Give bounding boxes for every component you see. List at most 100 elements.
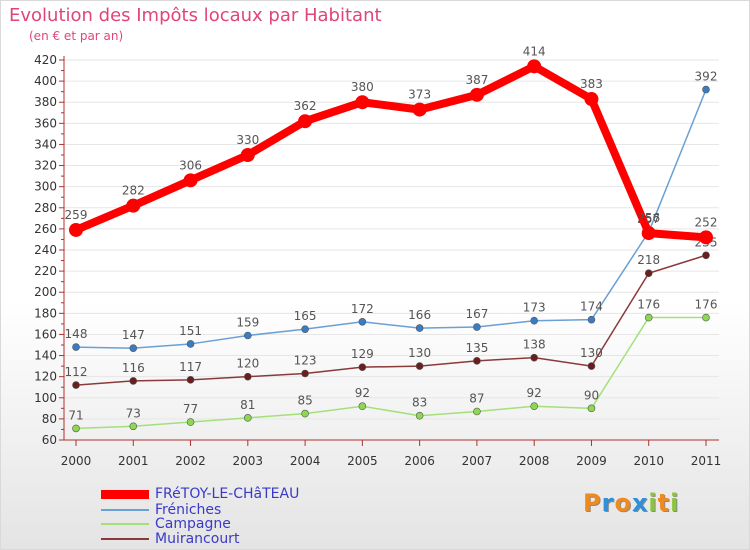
y-tick-label: 420 xyxy=(34,53,57,67)
series-line-fr-toy-le-ch-teau xyxy=(72,62,710,242)
data-label: 90 xyxy=(584,388,599,402)
x-tick-label: 2008 xyxy=(519,454,550,468)
data-label: 330 xyxy=(236,133,259,147)
y-tick-label: 140 xyxy=(34,349,57,363)
legend-label-freniches: Fréniches xyxy=(155,502,222,518)
data-point xyxy=(301,325,309,333)
data-point xyxy=(644,269,653,278)
y-tick-label: 240 xyxy=(34,243,57,257)
legend-item-campagne: Campagne xyxy=(101,516,231,532)
data-label: 112 xyxy=(65,365,88,379)
data-point xyxy=(415,324,424,332)
data-point xyxy=(473,323,481,331)
data-point xyxy=(702,251,710,260)
data-label: 116 xyxy=(122,361,145,375)
x-tick-label: 2002 xyxy=(175,454,206,468)
logo-letter: i xyxy=(648,489,658,517)
data-label: 147 xyxy=(122,328,145,342)
data-point xyxy=(702,313,710,322)
data-point xyxy=(415,362,424,370)
series-fr-toy-le-ch-teau: 259 282 306 330 362 380 373 387 414 383 256 252 xyxy=(65,44,718,245)
data-label: 218 xyxy=(637,253,660,267)
data-label: 130 xyxy=(408,346,431,360)
data-point xyxy=(186,418,195,426)
data-point xyxy=(72,381,80,389)
data-label: 165 xyxy=(294,309,317,323)
chart-subtitle: (en € et par an) xyxy=(29,29,124,43)
data-point xyxy=(412,102,427,117)
legend-swatch-muirancourt xyxy=(101,538,149,540)
legend-label-campagne: Campagne xyxy=(155,516,231,532)
series-campagne: 71 73 77 81 85 92 83 87 92 90 176 176 xyxy=(68,298,718,433)
x-tick-label: 2010 xyxy=(633,454,664,468)
data-point xyxy=(186,376,195,384)
x-tick-label: 2006 xyxy=(404,454,435,468)
x-tick-label: 2003 xyxy=(233,454,264,468)
x-tick-label: 2000 xyxy=(61,454,92,468)
data-label: 120 xyxy=(236,357,259,371)
data-label: 83 xyxy=(412,396,427,410)
data-point xyxy=(530,402,538,411)
y-tick-label: 120 xyxy=(34,370,57,384)
data-label: 130 xyxy=(580,346,603,360)
y-tick-label: 60 xyxy=(42,433,57,447)
data-point xyxy=(355,95,370,110)
data-point xyxy=(72,424,80,433)
data-label: 87 xyxy=(469,392,484,406)
data-point xyxy=(587,362,596,370)
legend-item-freniches: Fréniches xyxy=(101,502,221,518)
data-label: 92 xyxy=(527,386,542,400)
data-point xyxy=(587,404,596,413)
legend-label-fretoy: FRéTOY-LE-CHâTEAU xyxy=(155,486,300,502)
legend-swatch-freniches xyxy=(101,509,149,511)
data-label: 176 xyxy=(637,298,660,312)
x-tick-label: 2001 xyxy=(118,454,149,468)
y-tick-label: 100 xyxy=(34,391,57,405)
x-tick-label: 2007 xyxy=(462,454,493,468)
data-label: 387 xyxy=(465,73,488,87)
data-label: 173 xyxy=(523,301,546,315)
data-label: 166 xyxy=(408,308,431,322)
data-label: 135 xyxy=(465,341,488,355)
data-label: 123 xyxy=(294,354,317,368)
data-point xyxy=(244,331,252,340)
data-point xyxy=(702,85,710,94)
data-point xyxy=(469,87,484,102)
data-label: 117 xyxy=(179,360,202,374)
data-label: 176 xyxy=(695,298,718,312)
x-tick-label: 2011 xyxy=(691,454,722,468)
data-point xyxy=(183,173,198,188)
y-tick-label: 400 xyxy=(34,74,57,88)
data-point xyxy=(530,316,538,325)
data-label: 172 xyxy=(351,302,374,316)
y-tick-label: 220 xyxy=(34,264,57,278)
data-label: 392 xyxy=(695,70,718,84)
data-label: 259 xyxy=(65,208,88,222)
data-point xyxy=(129,422,138,431)
data-point xyxy=(69,222,83,237)
data-label: 306 xyxy=(179,158,202,172)
data-label: 282 xyxy=(122,184,145,198)
data-label: 174 xyxy=(580,300,603,314)
legend-swatch-fretoy xyxy=(101,489,149,499)
data-point xyxy=(72,343,80,351)
data-point xyxy=(358,402,367,411)
data-point xyxy=(587,315,596,324)
data-label: 252 xyxy=(695,215,718,229)
data-point xyxy=(244,372,252,381)
data-point xyxy=(699,230,713,245)
legend-label-muirancourt: Muirancourt xyxy=(155,531,240,547)
logo-letter: o xyxy=(614,489,632,517)
data-label: 92 xyxy=(355,386,370,400)
y-tick-label: 80 xyxy=(42,412,57,426)
proxiti-logo: Proxiti xyxy=(583,489,679,517)
data-point xyxy=(527,59,542,74)
data-label: 71 xyxy=(68,408,83,422)
data-label: 373 xyxy=(408,88,431,102)
logo-letter: P xyxy=(583,489,602,517)
series-line-fr-niches xyxy=(75,88,707,349)
data-label: 138 xyxy=(523,338,546,352)
